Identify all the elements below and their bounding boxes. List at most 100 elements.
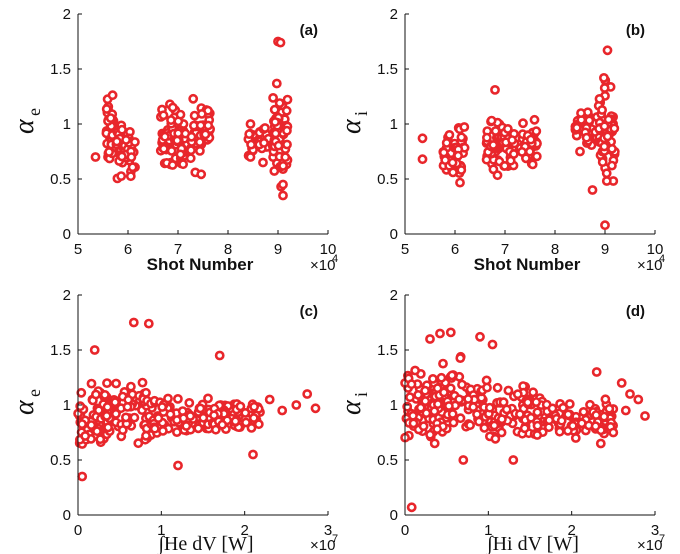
data-point [488,140,499,150]
data-point [77,419,87,429]
x-tick-label: 6 [451,241,459,258]
panel-d: 0 1 2 3 0 0.5 1 1.5 2 (d) ∫Hi dV [W] ×107 αi [336,287,665,554]
y-axis-title: αe [9,108,44,134]
panel-label: (d) [626,303,645,320]
data-point [438,358,448,369]
data-point [438,147,449,158]
data-point [126,152,137,162]
y-tick-label: 2 [63,287,71,304]
data-point [455,413,466,424]
data-point [435,328,445,339]
data-point [102,402,113,412]
data-point [157,425,168,436]
panel-label: (b) [626,22,645,39]
data-point [175,109,186,120]
y-axis-subscript: e [24,389,44,397]
data-point [310,403,321,414]
data-point [194,145,205,156]
data-point [258,157,268,168]
x-axis-exponent: 4 [332,253,338,265]
y-tick-label: 1 [390,397,398,414]
y-tick-label: 0 [390,226,398,243]
data-point [447,370,457,381]
data-point [125,171,136,182]
data-point [271,78,282,89]
data-point [575,146,585,157]
data-point [80,431,91,441]
data-point [556,415,567,426]
data-point [77,471,88,482]
data-point [532,407,543,418]
data-point [116,171,127,181]
data-point [512,389,523,400]
x-tick-label: 3 [324,522,332,539]
data-point [481,132,492,143]
data-point [590,421,601,432]
data-point [481,154,492,165]
data-point [281,105,292,116]
data-point [558,402,568,413]
data-point [188,93,199,104]
x-axis-multiplier: ×10 [637,537,662,554]
x-tick-label: 6 [124,241,132,258]
y-tick-label: 0 [390,507,398,524]
data-point [499,160,510,171]
data-point [282,94,293,105]
data-point [425,334,435,344]
x-axis-exponent: 7 [659,533,665,545]
y-tick-label: 0.5 [377,452,398,469]
data-point [524,146,535,157]
data-point [417,154,428,165]
data-point [525,134,536,145]
y-axis-title: αi [336,392,371,415]
data-point [127,162,138,173]
data-point [640,411,650,421]
data-point [105,113,116,123]
data-point [455,177,465,188]
data-point [602,45,613,56]
data-point [486,115,497,126]
data-point [531,151,542,162]
y-tick-label: 0.5 [50,171,71,188]
x-tick-label: 5 [401,241,409,258]
data-point [249,401,259,412]
data-point [186,145,196,156]
data-point [172,393,183,404]
data-point [490,433,501,444]
y-axis-subscript: e [24,108,44,116]
y-tick-label: 0 [63,507,71,524]
y-tick-label: 1.5 [377,61,398,78]
data-point [158,143,169,154]
x-tick-label: 10 [647,241,664,258]
data-point [463,394,474,404]
data-point [427,373,438,384]
data-point [544,415,555,426]
data-point [244,129,255,139]
data-point [217,419,228,430]
data-point [625,389,635,399]
data-point [91,389,101,400]
data-point [95,434,106,445]
data-point [475,331,485,342]
data-point [564,399,575,409]
data-point [529,114,540,125]
data-point [432,399,443,409]
data-point [454,394,464,405]
data-point [121,134,131,145]
x-tick-label: 1 [157,522,165,539]
data-point [129,412,140,423]
data-point [603,114,614,125]
data-point [93,405,104,416]
data-point [245,152,256,162]
y-axis-symbol: α [9,118,40,134]
panel-label: (a) [300,22,318,39]
x-tick-label: 7 [501,241,509,258]
y-tick-label: 0.5 [50,452,71,469]
data-point [406,379,417,390]
data-point [196,109,207,119]
data-point [246,422,257,433]
x-tick-label: 5 [74,241,82,258]
data-point [129,137,140,147]
data-point [429,438,440,449]
data-point [405,392,415,403]
